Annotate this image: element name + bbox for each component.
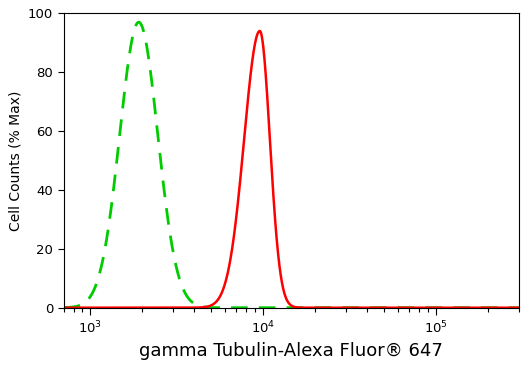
- X-axis label: gamma Tubulin-Alexa Fluor® 647: gamma Tubulin-Alexa Fluor® 647: [139, 342, 443, 360]
- Y-axis label: Cell Counts (% Max): Cell Counts (% Max): [8, 90, 22, 231]
